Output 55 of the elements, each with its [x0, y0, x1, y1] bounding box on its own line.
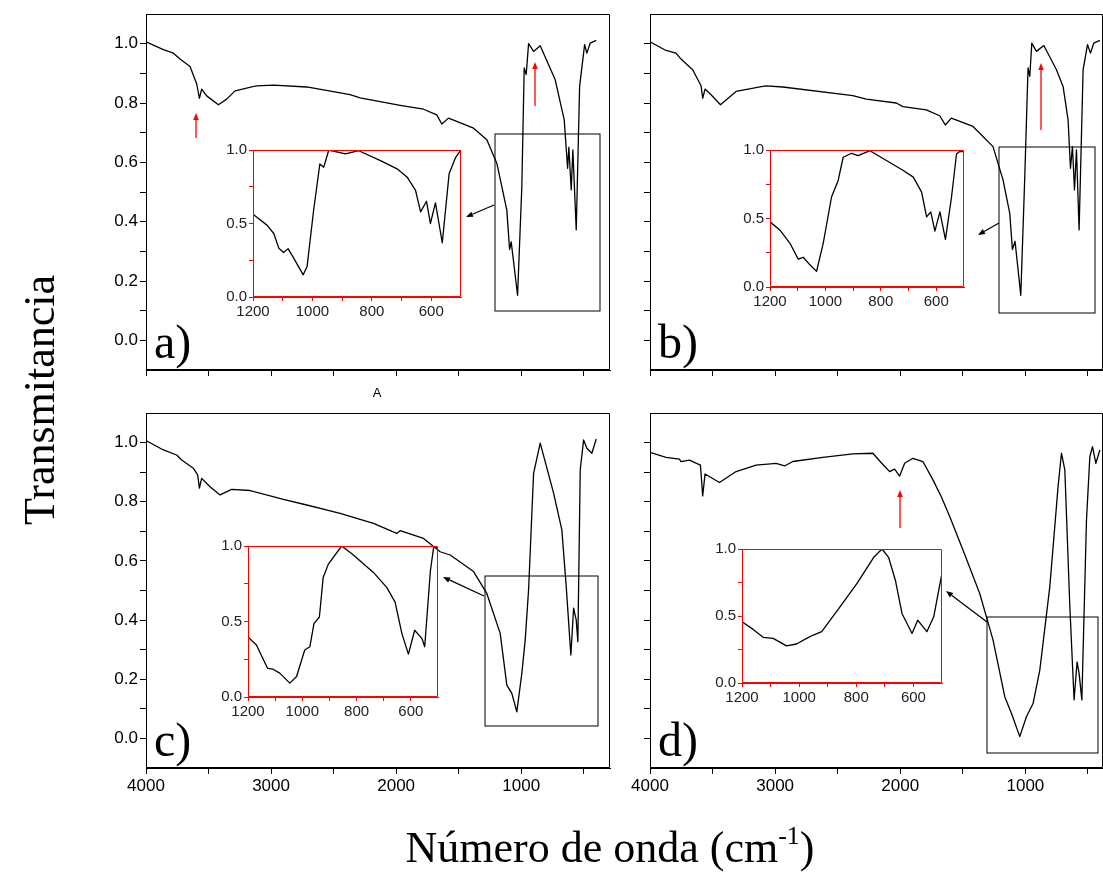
y-tick-label: 0.0 — [743, 277, 764, 295]
y-tick-label: 0.0 — [715, 673, 736, 691]
x-tick-label: 800 — [868, 292, 894, 310]
y-tick-label: 1.0 — [114, 432, 138, 452]
y-tick-label: 0.8 — [114, 491, 138, 511]
annotation: a) — [154, 315, 192, 369]
x-tick-label: 1000 — [782, 688, 816, 706]
x-tick-label: 3000 — [756, 775, 795, 795]
x-tick-label: 800 — [344, 702, 370, 720]
x-tick-label: 800 — [359, 302, 385, 320]
x-tick-label: 600 — [418, 302, 444, 320]
y-tick-label: 0.4 — [114, 211, 138, 231]
x-tick-label: 1000 — [285, 702, 319, 720]
x-tick-label: 4000 — [127, 775, 165, 795]
y-tick-label: 0.6 — [114, 152, 138, 172]
y-tick-label: 1.0 — [221, 536, 242, 554]
y-tick-label: 0.5 — [221, 611, 242, 629]
x-tick-label: 1200 — [231, 702, 265, 720]
x-axis-title: Número de onda (cm$^{-1}$) — [405, 820, 815, 873]
y-tick-label: 0.2 — [114, 668, 138, 688]
y-axis-title: Transmitancia — [14, 274, 65, 526]
y-tick-label: 0.5 — [226, 213, 247, 231]
y-tick-label: 0.5 — [715, 606, 736, 624]
y-tick-label: 0.0 — [221, 687, 242, 705]
y-tick-label: 0.0 — [226, 287, 247, 305]
annotation: b) — [658, 315, 698, 369]
y-tick-label: 0.8 — [114, 92, 138, 112]
x-tick-label: 1200 — [236, 302, 270, 320]
x-tick-label: 600 — [398, 702, 424, 720]
x-tick-label: 1000 — [295, 302, 330, 320]
x-tick-label: 600 — [900, 688, 926, 706]
y-tick-label: 0.4 — [114, 609, 138, 629]
x-tick-label: 4000 — [631, 775, 669, 795]
y-tick-label: 0.6 — [114, 550, 138, 570]
x-tick-label: 1000 — [1006, 775, 1045, 795]
y-tick-label: 0.2 — [114, 270, 138, 290]
x-tick-label: 1000 — [808, 292, 843, 310]
y-tick-label: 0.0 — [114, 728, 138, 748]
y-tick-label: 0.5 — [743, 208, 764, 226]
y-tick-label: 1.0 — [114, 33, 138, 53]
y-tick-label: 1.0 — [226, 140, 247, 158]
x-tick-label: 1200 — [753, 292, 787, 310]
x-tick-label: 2000 — [377, 775, 416, 795]
y-tick-label: 0.0 — [114, 330, 138, 350]
x-tick-label: 1000 — [502, 775, 541, 795]
x-tick-label: 800 — [843, 688, 869, 706]
x-tick-label: 600 — [923, 292, 949, 310]
x-tick-label: 1200 — [725, 688, 759, 706]
y-tick-label: 1.0 — [743, 140, 764, 158]
text: A — [372, 385, 382, 400]
annotation: d) — [658, 713, 698, 767]
x-tick-label: 2000 — [881, 775, 920, 795]
x-tick-label: 3000 — [252, 775, 290, 795]
annotation: c) — [154, 713, 192, 767]
y-tick-label: 1.0 — [715, 539, 736, 557]
